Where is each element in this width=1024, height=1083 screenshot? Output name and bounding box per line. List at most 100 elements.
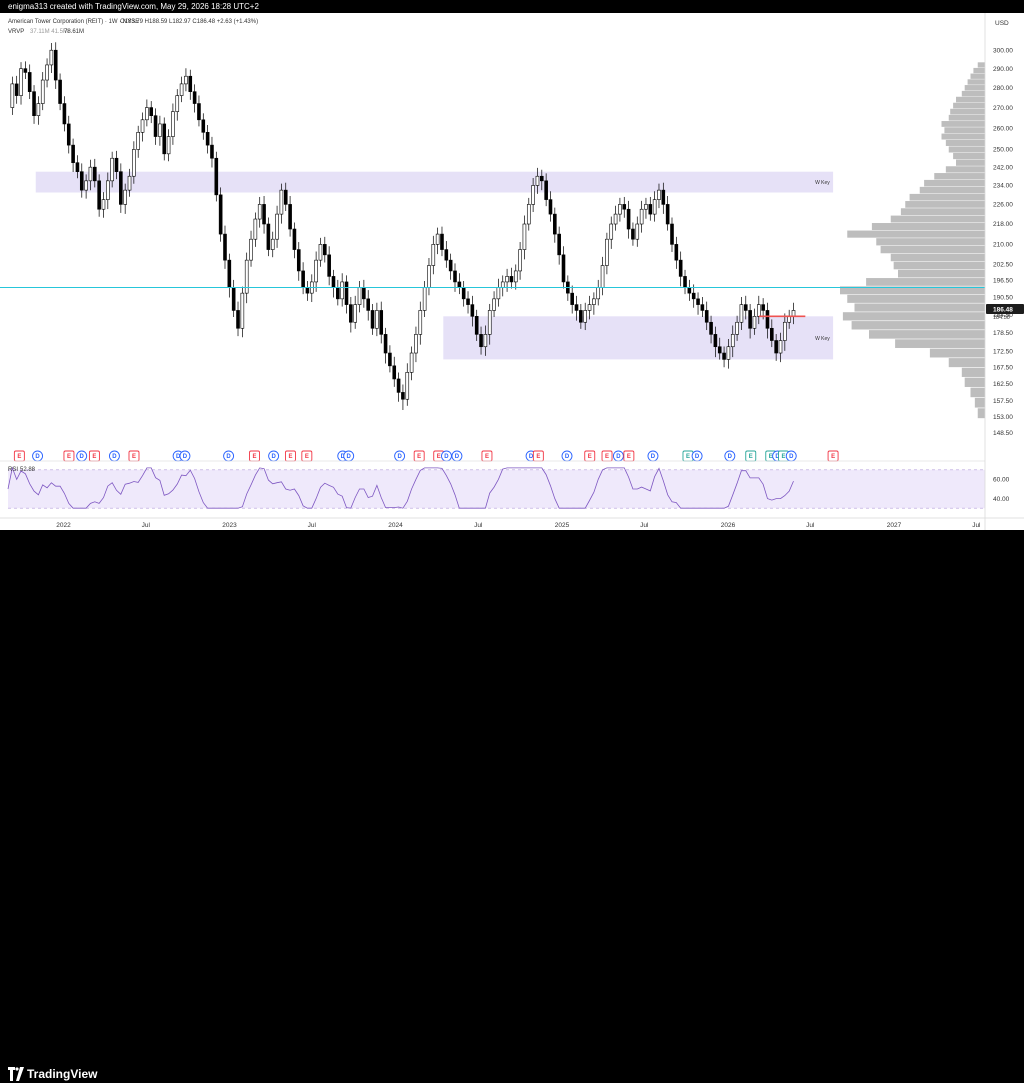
legend-indicator-value-bold: 78.61M [64,29,84,35]
candle [639,200,644,233]
candle [631,222,635,246]
dividend-marker[interactable]: D [561,450,573,462]
candle [783,313,787,351]
volume-profile-bar [893,261,985,270]
dividend-marker[interactable]: D [179,450,191,462]
earnings-marker[interactable]: E [623,450,635,462]
candle [27,64,32,100]
candle [683,269,687,295]
candle-body-up [275,213,279,240]
candle-body-up [652,199,657,215]
earnings-marker[interactable]: E [584,450,596,462]
candle-body-up [644,204,648,210]
volume-profile-bar [964,377,985,387]
price-tick-label: 218.00 [993,221,1013,228]
candle [765,302,770,339]
event-letter: E [485,454,489,460]
dividend-marker[interactable]: D [32,450,44,462]
last-price-label-bg [986,304,1024,315]
key-zone-1[interactable] [35,171,834,193]
earnings-marker[interactable]: E [301,450,313,462]
earnings-marker[interactable]: E [413,450,425,462]
dividend-marker[interactable]: D [724,450,736,462]
candle [223,225,227,269]
dividend-marker[interactable]: D [647,450,659,462]
price-tick-label: 270.00 [993,105,1013,112]
dividend-marker[interactable]: D [76,450,88,462]
candle-body-up [730,334,735,348]
candle [366,290,371,321]
currency-label: USD [995,20,1009,27]
candle-body-down [396,378,401,393]
candle-body-up [427,265,431,288]
dividend-marker[interactable]: D [451,450,463,462]
volume-profile-bar [847,294,985,303]
earnings-marker[interactable]: E [481,450,493,462]
dividend-marker[interactable]: D [785,450,797,462]
candle-body-down [262,204,266,225]
event-letter: E [605,454,609,460]
dividend-marker[interactable]: D [441,450,452,462]
volume-profile-bar [964,85,985,91]
candle [58,73,62,111]
rsi-legend-label[interactable]: RSI [8,467,18,473]
candle-body-down [557,233,561,256]
dividend-marker[interactable]: D [223,450,235,462]
tradingview-logo-icon[interactable] [8,1067,24,1081]
candle-body-down [479,334,483,348]
candle [691,284,696,308]
event-letter: E [92,454,96,460]
dividend-marker[interactable]: D [394,450,406,462]
candle [557,226,561,265]
dividend-marker[interactable]: D [612,450,624,462]
candle [648,196,653,221]
candle [583,302,587,331]
candle-body-up [535,175,540,186]
price-tick-label: 290.00 [993,66,1013,73]
candle [227,253,232,298]
earnings-marker[interactable]: E [63,450,75,462]
candle-body-down [210,144,214,159]
earnings-marker[interactable]: E [827,450,839,462]
candle-body-down [670,223,674,245]
candle [401,384,405,411]
earnings-marker[interactable]: E [601,450,613,462]
tradingview-brand-text[interactable]: TradingView [27,1067,98,1081]
earnings-marker[interactable]: E [13,450,25,462]
candle [257,196,262,228]
earnings-marker[interactable]: E [285,450,296,462]
candle [344,275,349,314]
earnings-marker[interactable]: E [249,450,260,462]
candle [461,281,466,307]
dividend-marker[interactable]: D [343,450,355,462]
earnings-marker[interactable]: E [128,450,140,462]
volume-profile-bar [880,245,985,254]
earnings-marker[interactable]: E [532,450,544,462]
candle [440,226,444,257]
candle-body-down [388,352,392,367]
candle-body-up [756,304,761,317]
candle-body-down [748,310,752,329]
candle [635,216,640,247]
candle-body-up [340,281,344,300]
earnings-marker[interactable]: E [88,450,100,462]
candle [670,217,674,252]
volume-profile-bar [840,286,985,295]
candle [618,197,622,222]
earnings-marker[interactable]: E [745,450,757,462]
candle [123,183,127,214]
earnings-marker[interactable]: E [682,450,694,462]
candle-body-down [58,79,62,104]
candle [704,301,709,331]
candle-body-up [106,180,110,200]
rsi-tick-label: 40.00 [993,496,1010,503]
time-tick-label: Jul [640,522,649,529]
dividend-marker[interactable]: D [108,450,120,462]
legend-indicator-name[interactable]: VRVP [8,29,24,35]
volume-profile-bar [967,79,985,85]
candle [431,235,436,275]
dividend-marker[interactable]: D [691,450,703,462]
dividend-marker[interactable]: D [268,450,280,462]
